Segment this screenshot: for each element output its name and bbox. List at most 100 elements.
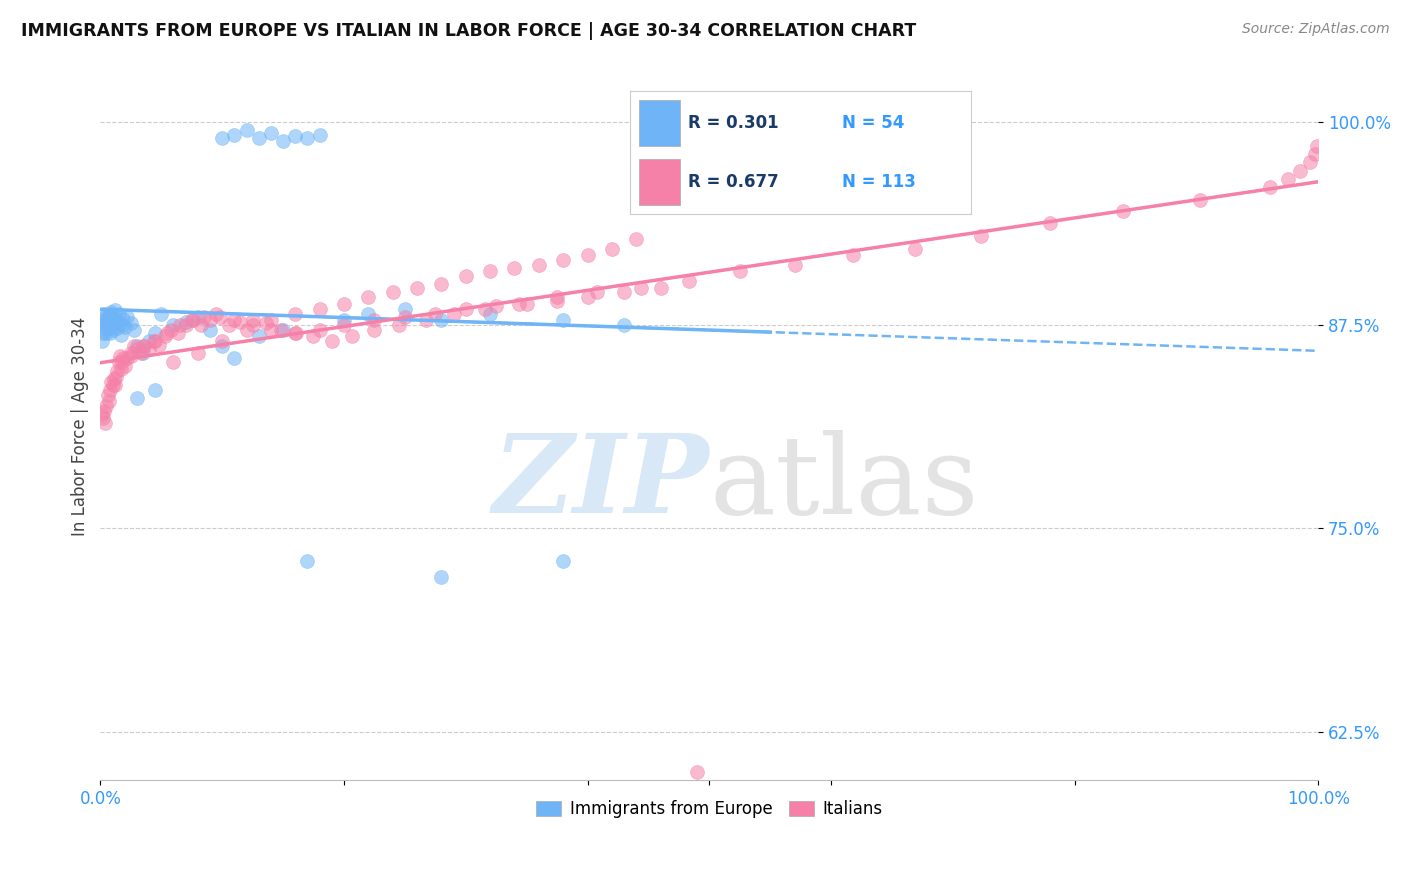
Point [125, 343, 148, 357]
Point [783, 258, 806, 272]
Point [485, 298, 508, 312]
Point [129, 345, 152, 359]
Point [205, 307, 228, 321]
Point [1039, 216, 1062, 230]
Point [1112, 204, 1135, 219]
Point [153, 329, 176, 343]
Point [415, 313, 437, 327]
Point [100, 305, 122, 319]
Point [101, 323, 124, 337]
Point [394, 310, 416, 324]
Point [229, 315, 252, 329]
Point [110, 327, 132, 342]
Point [111, 318, 134, 332]
Point [260, 313, 283, 327]
Point [388, 318, 411, 332]
Point [125, 339, 148, 353]
Point [180, 313, 202, 327]
Point [94, 416, 117, 430]
Point [270, 323, 292, 337]
Point [284, 326, 307, 340]
Point [103, 310, 125, 324]
Point [363, 323, 385, 337]
Text: Source: ZipAtlas.com: Source: ZipAtlas.com [1241, 22, 1389, 37]
Point [271, 134, 294, 148]
Point [148, 337, 170, 351]
Point [546, 290, 568, 304]
Point [169, 318, 191, 332]
Point [90, 408, 112, 422]
Point [125, 391, 148, 405]
Point [503, 261, 526, 276]
Point [167, 326, 190, 340]
Point [224, 313, 246, 327]
Point [904, 242, 927, 256]
Point [138, 343, 160, 357]
Point [97, 310, 120, 324]
Point [297, 554, 319, 568]
Point [111, 355, 134, 369]
Point [94, 310, 117, 324]
Point [508, 297, 530, 311]
Point [98, 326, 121, 340]
Point [104, 303, 127, 318]
Point [285, 326, 308, 340]
Point [630, 280, 652, 294]
Point [108, 317, 131, 331]
Point [224, 128, 246, 142]
Point [120, 345, 142, 359]
Point [443, 307, 465, 321]
Point [576, 290, 599, 304]
Point [100, 317, 122, 331]
Point [271, 323, 294, 337]
Point [98, 307, 121, 321]
Point [112, 351, 135, 365]
Point [104, 378, 127, 392]
Point [1289, 163, 1312, 178]
Point [97, 394, 120, 409]
Point [333, 297, 356, 311]
Text: IMMIGRANTS FROM EUROPE VS ITALIAN IN LABOR FORCE | AGE 30-34 CORRELATION CHART: IMMIGRANTS FROM EUROPE VS ITALIAN IN LAB… [21, 22, 917, 40]
Point [235, 123, 257, 137]
Point [187, 310, 209, 324]
Point [479, 264, 502, 278]
Point [260, 126, 283, 140]
Point [600, 242, 623, 256]
Point [97, 315, 120, 329]
Point [728, 264, 751, 278]
Point [90, 334, 112, 349]
Point [650, 280, 672, 294]
Point [686, 765, 709, 780]
Point [430, 313, 453, 327]
Point [114, 359, 136, 373]
Point [174, 318, 197, 332]
Point [576, 248, 599, 262]
Point [381, 285, 404, 300]
Point [143, 326, 166, 340]
Point [254, 317, 277, 331]
Point [103, 372, 125, 386]
Point [101, 311, 124, 326]
Point [150, 307, 173, 321]
Point [142, 334, 165, 349]
Point [107, 363, 129, 377]
Point [112, 311, 135, 326]
Point [406, 280, 429, 294]
Point [333, 313, 356, 327]
Point [479, 307, 502, 321]
Point [474, 301, 496, 316]
Point [1189, 193, 1212, 207]
Point [107, 307, 129, 321]
Point [613, 285, 636, 300]
Point [454, 269, 477, 284]
Text: atlas: atlas [709, 430, 979, 537]
Point [124, 323, 146, 337]
Point [162, 355, 184, 369]
Point [198, 323, 221, 337]
Point [132, 339, 155, 353]
Point [260, 323, 283, 337]
Point [242, 313, 264, 327]
Point [211, 334, 233, 349]
Point [138, 334, 160, 349]
Text: ZIP: ZIP [492, 429, 709, 537]
